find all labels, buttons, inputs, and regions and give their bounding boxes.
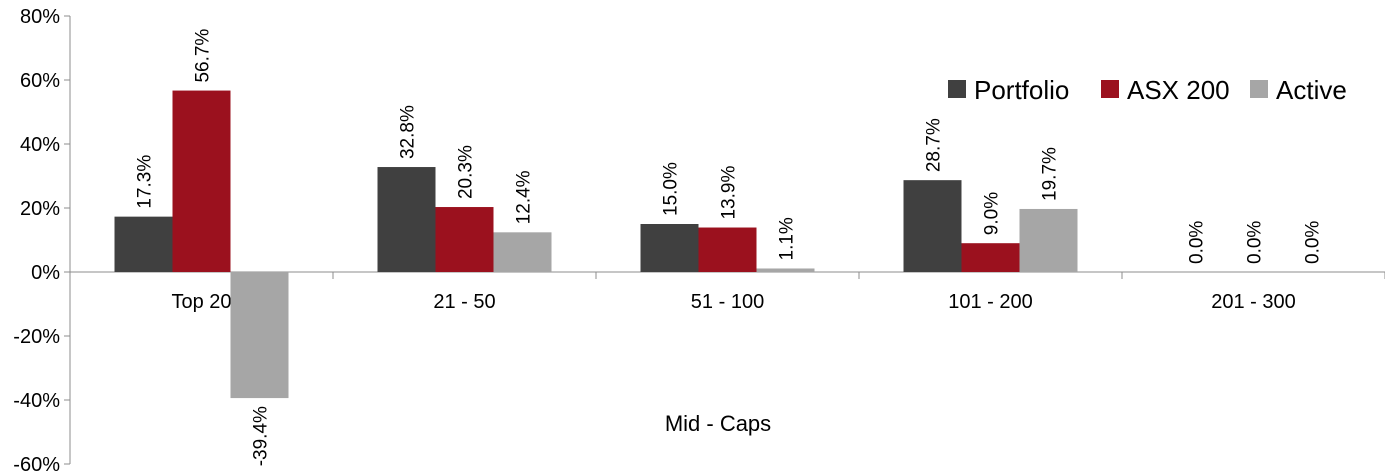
bar [961, 243, 1020, 272]
y-tick-label: 60% [20, 70, 60, 92]
x-tick-label: Top 20 [171, 291, 231, 313]
mid-caps-annotation: Mid - Caps [665, 411, 771, 436]
data-label: 19.7% [1040, 147, 1061, 201]
data-label: 0.0% [1303, 221, 1324, 264]
y-tick-label: 20% [20, 198, 60, 220]
legend-swatch-asx200 [1101, 80, 1119, 98]
data-label: 13.9% [719, 166, 740, 220]
bar [114, 216, 173, 272]
data-labels: 17.3% 32.8% 15.0% 28.7% 0.0% 56.7% 20.3% 13.9% 9… [135, 29, 1324, 467]
data-label: 28.7% [924, 118, 945, 172]
x-axis: Top 20 21 - 50 51 - 100 101 - 200 201 - 300 [69, 271, 1385, 313]
data-label: 1.1% [777, 217, 798, 260]
y-tick-label: 80% [20, 6, 60, 28]
bar [493, 232, 552, 272]
y-tick-label: -60% [13, 454, 60, 474]
x-tick-label: 51 - 100 [691, 291, 764, 313]
legend-swatch-portfolio [948, 80, 966, 98]
x-tick-label: 101 - 200 [948, 291, 1033, 313]
data-label: 9.0% [982, 192, 1003, 235]
bar [1019, 208, 1078, 272]
legend: Portfolio ASX 200 Active [948, 75, 1347, 105]
data-label: 56.7% [193, 29, 214, 83]
y-tick-label: 0% [31, 262, 60, 284]
bar [230, 272, 289, 399]
data-label: 20.3% [456, 145, 477, 199]
bar [756, 268, 815, 272]
y-tick-label: 40% [20, 134, 60, 156]
y-tick-label: -20% [13, 326, 60, 348]
legend-swatch-active [1250, 80, 1268, 98]
bar [377, 167, 436, 272]
y-tick-label: -40% [13, 390, 60, 412]
bar [903, 180, 962, 272]
data-label: 15.0% [661, 162, 682, 216]
x-tick-label: 21 - 50 [433, 291, 495, 313]
data-label: 12.4% [514, 170, 535, 224]
legend-label-portfolio: Portfolio [974, 75, 1069, 105]
bar [172, 90, 231, 272]
data-label: 17.3% [135, 155, 156, 209]
bar [698, 227, 757, 272]
data-label: 0.0% [1187, 221, 1208, 264]
legend-label-asx200: ASX 200 [1127, 75, 1230, 105]
data-label: 0.0% [1245, 221, 1266, 264]
bars [114, 90, 1078, 399]
bar [640, 224, 699, 272]
y-axis: 80% 60% 40% 20% 0% -20% -40% -60% [13, 6, 71, 474]
legend-label-active: Active [1276, 75, 1347, 105]
data-label: 32.8% [398, 105, 419, 159]
bar [435, 207, 494, 272]
data-label: -39.4% [251, 406, 272, 466]
x-tick-label: 201 - 300 [1211, 291, 1296, 313]
